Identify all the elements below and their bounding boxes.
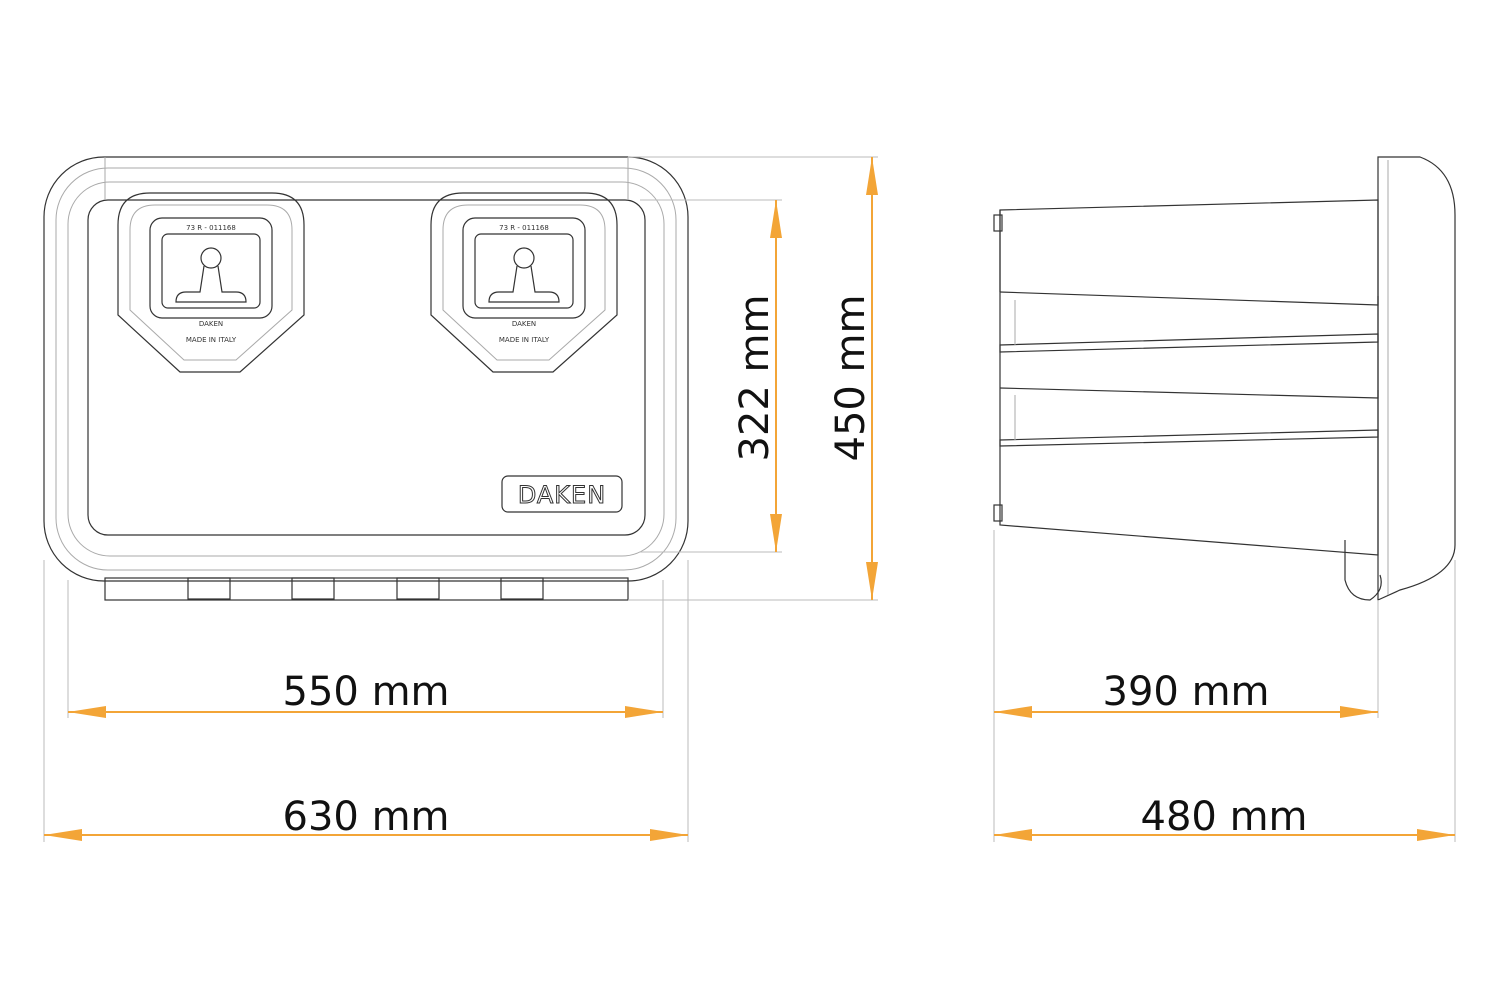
shell-rim bbox=[55, 167, 677, 571]
lid-rim bbox=[67, 181, 665, 557]
dimension-label: 630 mm bbox=[283, 794, 450, 840]
lock-origin: MADE IN ITALY bbox=[186, 336, 237, 344]
logo-plate bbox=[501, 475, 623, 513]
dimension-label: 390 mm bbox=[1103, 669, 1270, 715]
lock-code: 73 R - 011168 bbox=[186, 224, 236, 232]
lock-brand: DAKEN bbox=[512, 320, 536, 328]
hinges bbox=[187, 577, 544, 600]
front-view: 73 R - 011168 DAKEN MADE IN ITALY 73 R -… bbox=[43, 156, 689, 601]
lock-code: 73 R - 011168 bbox=[499, 224, 549, 232]
dimension-label: 322 mm bbox=[732, 295, 778, 462]
extension-lines bbox=[43, 156, 1456, 842]
lock-origin: MADE IN ITALY bbox=[499, 336, 550, 344]
dimension-label: 550 mm bbox=[283, 669, 450, 715]
base-strip bbox=[104, 577, 629, 601]
dimension-label: 480 mm bbox=[1141, 794, 1308, 840]
dimension-lines bbox=[44, 157, 1455, 841]
outer-shell bbox=[43, 156, 689, 582]
side-view bbox=[993, 156, 1456, 601]
lock: 73 R - 011168 DAKEN MADE IN ITALY bbox=[430, 192, 618, 373]
lock-brand: DAKEN bbox=[199, 320, 223, 328]
lid-panel bbox=[87, 199, 646, 536]
dimension-label: 450 mm bbox=[828, 295, 874, 462]
logo: DAKEN bbox=[518, 481, 606, 509]
lock: 73 R - 011168 DAKEN MADE IN ITALY bbox=[117, 192, 305, 373]
